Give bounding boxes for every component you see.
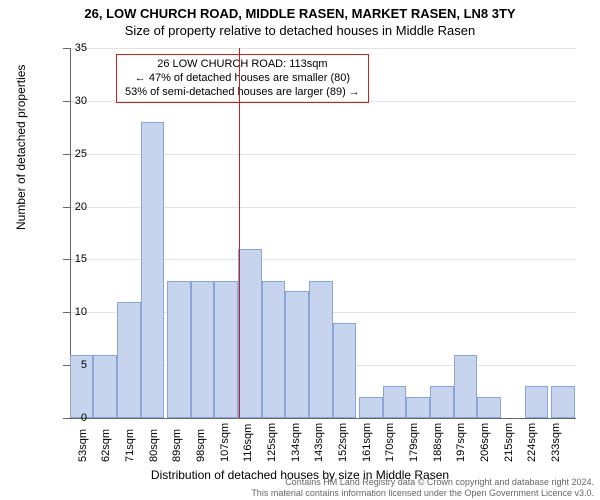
annotation-line3: 53% of semi-detached houses are larger (… — [125, 86, 360, 100]
y-tick — [63, 48, 71, 49]
bar — [262, 281, 286, 418]
bar — [141, 122, 165, 418]
x-tick-label: 71sqm — [124, 429, 136, 462]
bar — [477, 397, 501, 418]
x-tick-label: 143sqm — [313, 423, 325, 462]
x-tick-label: 215sqm — [503, 423, 515, 462]
y-tick-label: 35 — [75, 42, 87, 54]
bar — [333, 323, 357, 418]
x-tick-label: 62sqm — [100, 429, 112, 462]
x-tick-label: 53sqm — [77, 429, 89, 462]
bar — [285, 291, 309, 418]
annotation-line1: 26 LOW CHURCH ROAD: 113sqm — [125, 58, 360, 72]
bar — [309, 281, 333, 418]
x-tick-label: 233sqm — [550, 423, 562, 462]
bar — [191, 281, 215, 418]
x-tick-label: 89sqm — [171, 429, 183, 462]
chart-title-main: 26, LOW CHURCH ROAD, MIDDLE RASEN, MARKE… — [0, 0, 600, 21]
bar — [406, 397, 430, 418]
y-tick — [63, 312, 71, 313]
x-tick-label: 224sqm — [526, 423, 538, 462]
annotation-box: 26 LOW CHURCH ROAD: 113sqm ← 47% of deta… — [116, 54, 369, 103]
y-tick — [63, 207, 71, 208]
x-tick-label: 188sqm — [432, 423, 444, 462]
x-tick-label: 134sqm — [290, 423, 302, 462]
y-axis-label: Number of detached properties — [14, 65, 28, 230]
gridline — [71, 101, 576, 102]
y-tick-label: 15 — [75, 253, 87, 265]
bar — [359, 397, 383, 418]
bar — [430, 386, 454, 418]
x-tick-label: 170sqm — [384, 423, 396, 462]
chart-container: 26, LOW CHURCH ROAD, MIDDLE RASEN, MARKE… — [0, 0, 600, 500]
y-tick — [63, 101, 71, 102]
bar — [117, 302, 141, 418]
y-tick-label: 5 — [81, 359, 87, 371]
y-tick — [63, 418, 71, 419]
bar — [525, 386, 549, 418]
x-tick-label: 152sqm — [337, 423, 349, 462]
x-tick-label: 98sqm — [195, 429, 207, 462]
bar — [93, 355, 117, 418]
footer: Contains HM Land Registry data © Crown c… — [251, 477, 594, 498]
bar — [238, 249, 262, 418]
x-tick-label: 179sqm — [408, 423, 420, 462]
x-tick-label: 125sqm — [266, 423, 278, 462]
x-tick-label: 206sqm — [479, 423, 491, 462]
y-tick-label: 0 — [81, 412, 87, 424]
y-tick — [63, 259, 71, 260]
y-tick-label: 30 — [75, 95, 87, 107]
gridline — [71, 48, 576, 49]
footer-line2: This material contains information licen… — [251, 488, 594, 498]
y-tick-label: 20 — [75, 201, 87, 213]
footer-line1: Contains HM Land Registry data © Crown c… — [251, 477, 594, 487]
bar — [214, 281, 238, 418]
x-tick-label: 161sqm — [361, 423, 373, 462]
y-tick-label: 25 — [75, 148, 87, 160]
bar — [167, 281, 191, 418]
bar — [383, 386, 407, 418]
y-tick — [63, 154, 71, 155]
y-tick-label: 10 — [75, 306, 87, 318]
chart-title-sub: Size of property relative to detached ho… — [0, 21, 600, 38]
x-tick-label: 197sqm — [455, 423, 467, 462]
x-tick-label: 107sqm — [219, 423, 231, 462]
annotation-line2: ← 47% of detached houses are smaller (80… — [125, 72, 360, 86]
x-tick-label: 116sqm — [242, 424, 254, 462]
reference-line — [239, 48, 240, 418]
bar — [551, 386, 575, 418]
x-tick-label: 80sqm — [148, 429, 160, 462]
plot-area: 26 LOW CHURCH ROAD: 113sqm ← 47% of deta… — [70, 48, 576, 419]
bar — [454, 355, 478, 418]
